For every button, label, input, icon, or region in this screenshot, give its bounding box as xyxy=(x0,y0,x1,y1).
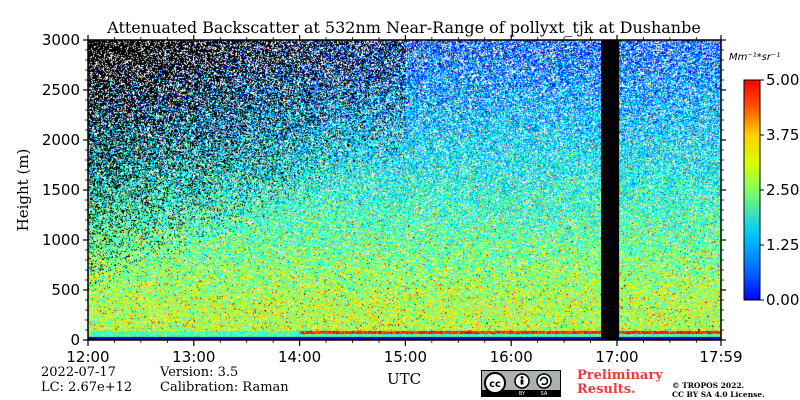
y-tick-label: 500 xyxy=(51,281,80,299)
colorbar-ticks: 0.00 1.25 2.50 3.75 5.00 xyxy=(760,71,799,309)
cc-by-sa-badge: cc BY SA xyxy=(481,370,561,397)
x-axis: 12:00 13:00 14:00 15:00 16:00 17:00 17:59 xyxy=(66,35,743,366)
x-tick-label: 16:00 xyxy=(490,348,533,366)
y-tick-label: 2000 xyxy=(42,131,80,149)
no-data-band xyxy=(601,40,620,340)
colorbar-tick-label: 1.25 xyxy=(766,236,799,254)
x-tick-label: 15:00 xyxy=(384,348,427,366)
y-tick-label: 0 xyxy=(70,331,80,349)
y-tick-label: 1000 xyxy=(42,231,80,249)
preliminary-line-1: Preliminary xyxy=(577,368,663,383)
calibration-label: Calibration: Raman xyxy=(160,380,289,395)
colorbar-tick-label: 0.00 xyxy=(766,291,799,309)
y-tick-label: 1500 xyxy=(42,181,80,199)
y-tick-label: 2500 xyxy=(42,81,80,99)
colorbar-tick-label: 3.75 xyxy=(766,126,799,144)
x-tick-label: 14:00 xyxy=(278,348,321,366)
x-axis-label: UTC xyxy=(387,370,421,388)
chart-title: Attenuated Backscatter at 532nm Near-Ran… xyxy=(106,18,701,37)
y-axis-label: Height (m) xyxy=(14,149,32,232)
cc-by-label: BY xyxy=(519,391,526,396)
x-tick-label: 17:00 xyxy=(595,348,638,366)
preliminary-line-2: Results. xyxy=(577,382,636,397)
colorbar xyxy=(743,79,761,301)
colorbar-unit: Mm⁻¹*sr⁻¹ xyxy=(729,52,780,63)
cc-sa-label: SA xyxy=(541,391,548,396)
version-label: Version: 3.5 xyxy=(160,365,239,380)
lc-label: LC: 2.67e+12 xyxy=(41,380,133,395)
heatmap-canvas xyxy=(88,40,721,340)
heatmap-canvas-holder xyxy=(88,40,721,340)
copyright-line-1: © TROPOS 2022. xyxy=(672,381,745,390)
copyright-note: © TROPOS 2022. CC BY SA 4.0 License. xyxy=(672,381,765,399)
cc-by-sa-icon: cc BY SA xyxy=(482,371,560,397)
colorbar-tick-label: 2.50 xyxy=(766,181,799,199)
colorbar-tick-label: 5.00 xyxy=(766,71,799,89)
date-label: 2022-07-17 xyxy=(41,365,116,380)
preliminary-results-note: Preliminary Results. xyxy=(577,369,663,397)
y-axis: 0 500 1000 1500 2000 2500 3000 xyxy=(42,31,726,349)
y-tick-label: 3000 xyxy=(42,31,80,49)
copyright-line-2: CC BY SA 4.0 License. xyxy=(672,390,765,399)
x-tick-label: 17:59 xyxy=(699,348,742,366)
x-tick-label: 12:00 xyxy=(66,348,109,366)
x-tick-label: 13:00 xyxy=(172,348,215,366)
svg-text:cc: cc xyxy=(489,379,501,390)
